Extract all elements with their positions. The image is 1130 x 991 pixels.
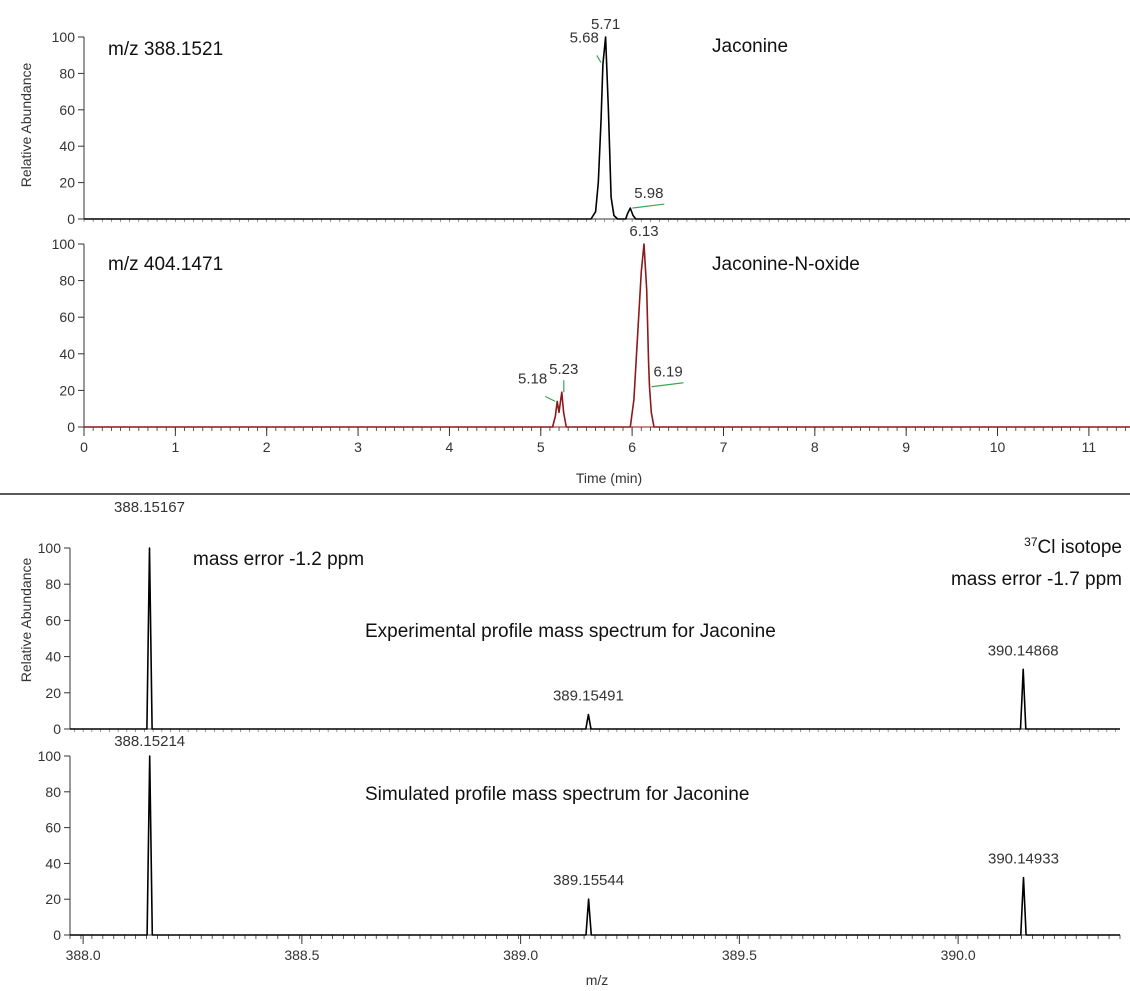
y-tick-label: 20 bbox=[59, 175, 75, 191]
x-tick-label: 389.5 bbox=[722, 947, 757, 963]
isotope-superscript: 37 bbox=[1024, 535, 1038, 549]
x-tick-label: 389.0 bbox=[503, 947, 538, 963]
x-tick-label: 10 bbox=[990, 439, 1006, 455]
y-tick-label: 40 bbox=[59, 346, 75, 362]
peak-label: 390.14868 bbox=[988, 642, 1059, 659]
peak-leader-line bbox=[596, 55, 602, 63]
peak-label: 5.23 bbox=[549, 361, 578, 378]
panel-chromatogram-jaconine: Relative Abundance m/z 388.1521 Jaconine… bbox=[18, 16, 1130, 227]
peak-label: 5.68 bbox=[570, 29, 599, 46]
y-tick-label: 0 bbox=[53, 721, 61, 737]
x-tick-label: 3 bbox=[354, 439, 362, 455]
mz-label: m/z 404.1471 bbox=[108, 254, 223, 275]
y-tick-label: 100 bbox=[38, 540, 62, 556]
peak-leader-line bbox=[544, 395, 556, 402]
y-tick-label: 20 bbox=[59, 382, 75, 398]
peak-label: 6.19 bbox=[653, 364, 682, 381]
peak-label: 6.13 bbox=[629, 223, 658, 240]
panel-chromatogram-jaconine-n-oxide: m/z 404.1471 Jaconine-N-oxide Time (min)… bbox=[52, 223, 1130, 486]
trace-line bbox=[70, 547, 1120, 730]
trace-line bbox=[70, 755, 1120, 936]
mass-error-left: mass error -1.2 ppm bbox=[193, 549, 364, 570]
x-tick-label: 4 bbox=[446, 439, 454, 455]
peak-label: 388.15167 bbox=[114, 499, 185, 516]
peak-leader-line bbox=[651, 382, 684, 388]
panel-simulated-spectrum: Simulated profile mass spectrum for Jaco… bbox=[38, 733, 1121, 988]
peak-label: 388.15214 bbox=[114, 733, 185, 750]
y-tick-label: 60 bbox=[45, 820, 61, 836]
y-tick-label: 100 bbox=[52, 29, 76, 45]
peak-label: 5.71 bbox=[591, 16, 620, 33]
peak-label: 389.15491 bbox=[553, 688, 624, 705]
y-tick-label: 40 bbox=[45, 649, 61, 665]
isotope-text: Cl isotope bbox=[1038, 537, 1123, 558]
compound-label: Jaconine bbox=[712, 36, 788, 57]
panel-experimental-spectrum: Relative Abundance mass error -1.2 ppm 3… bbox=[18, 499, 1122, 737]
y-axis-title-top: Relative Abundance bbox=[18, 63, 34, 188]
peak-label: 5.98 bbox=[634, 185, 663, 202]
y-tick-label: 40 bbox=[59, 138, 75, 154]
y-tick-label: 0 bbox=[67, 419, 75, 435]
y-tick-label: 100 bbox=[52, 236, 76, 252]
y-tick-label: 20 bbox=[45, 685, 61, 701]
x-tick-label: 388.0 bbox=[66, 947, 101, 963]
x-tick-label: 7 bbox=[720, 439, 728, 455]
x-tick-label: 9 bbox=[902, 439, 910, 455]
x-tick-label: 2 bbox=[263, 439, 271, 455]
y-tick-label: 80 bbox=[59, 65, 75, 81]
y-tick-label: 60 bbox=[59, 102, 75, 118]
y-tick-label: 80 bbox=[45, 576, 61, 592]
y-tick-label: 80 bbox=[45, 784, 61, 800]
x-tick-label: 8 bbox=[811, 439, 819, 455]
x-tick-label: 6 bbox=[628, 439, 636, 455]
peak-label: 5.18 bbox=[518, 370, 547, 387]
compound-label: Jaconine-N-oxide bbox=[712, 254, 860, 275]
x-tick-label: 5 bbox=[537, 439, 545, 455]
x-tick-label: 390.0 bbox=[941, 947, 976, 963]
spectrum-note: Simulated profile mass spectrum for Jaco… bbox=[365, 784, 749, 805]
isotope-label: 37Cl isotope bbox=[1024, 535, 1122, 558]
x-tick-label: 0 bbox=[80, 439, 88, 455]
trace-line bbox=[84, 36, 1130, 220]
y-tick-label: 0 bbox=[53, 927, 61, 943]
x-tick-label: 388.5 bbox=[284, 947, 319, 963]
peak-leader-line bbox=[632, 203, 665, 209]
y-tick-label: 80 bbox=[59, 273, 75, 289]
y-tick-label: 0 bbox=[67, 211, 75, 227]
y-tick-label: 60 bbox=[59, 309, 75, 325]
spectrum-note: Experimental profile mass spectrum for J… bbox=[365, 621, 776, 642]
x-tick-label: 1 bbox=[171, 439, 179, 455]
peak-label: 389.15544 bbox=[553, 872, 624, 889]
y-tick-label: 20 bbox=[45, 891, 61, 907]
y-tick-label: 40 bbox=[45, 855, 61, 871]
mz-label: m/z 388.1521 bbox=[108, 39, 223, 60]
x-axis-title: m/z bbox=[586, 972, 609, 988]
mass-error-right: mass error -1.7 ppm bbox=[951, 569, 1122, 590]
x-axis-title: Time (min) bbox=[576, 470, 642, 486]
y-axis-title-bottom: Relative Abundance bbox=[18, 558, 34, 683]
trace-line bbox=[84, 243, 1130, 428]
y-tick-label: 60 bbox=[45, 612, 61, 628]
peak-label: 390.14933 bbox=[988, 851, 1059, 868]
x-tick-label: 11 bbox=[1082, 439, 1097, 455]
y-tick-label: 100 bbox=[38, 748, 62, 764]
